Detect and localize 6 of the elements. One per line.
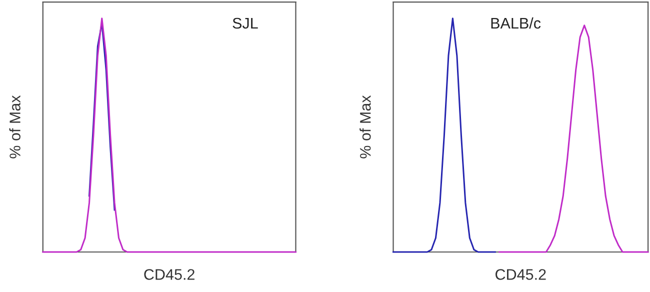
annotation: SJL [232, 18, 258, 29]
y-axis-title: % of Max [9, 95, 20, 158]
x-axis-title: CD45.2 [144, 269, 194, 280]
y-axis-title: % of Max [360, 95, 371, 158]
x-axis-title: CD45.2 [496, 269, 546, 280]
annotation: BALB/c [491, 17, 541, 29]
